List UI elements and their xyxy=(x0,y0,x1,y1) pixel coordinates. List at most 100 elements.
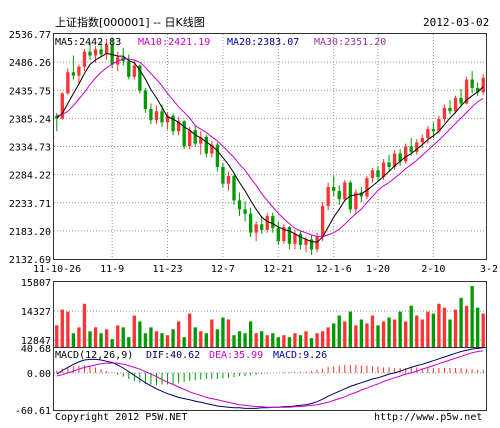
volume-bar xyxy=(365,323,369,347)
candle-down xyxy=(99,49,103,55)
price-y-tick: 2435.75 xyxy=(9,86,51,97)
price-y-tick: 2486.26 xyxy=(9,58,51,69)
candle-up xyxy=(326,186,330,206)
price-y-tick: 2233.71 xyxy=(9,199,51,210)
candle-up xyxy=(199,136,203,144)
candle-up xyxy=(370,170,375,179)
candle-up xyxy=(188,130,192,147)
macd-value-legend: MACD:9.26 xyxy=(273,350,328,361)
candle-up xyxy=(437,119,441,132)
candle-up xyxy=(293,233,297,244)
candle-down xyxy=(182,121,186,147)
footer-url: http://www.p5w.net xyxy=(374,412,483,423)
candle-down xyxy=(143,90,148,110)
volume-bar xyxy=(237,331,242,347)
candle-up xyxy=(320,205,325,238)
volume-bar xyxy=(82,303,87,347)
candle-down xyxy=(160,111,164,123)
candle-up xyxy=(132,65,136,77)
candle-up xyxy=(420,137,424,143)
macd-panel-frame xyxy=(53,347,487,411)
price-x-tick: 1-20 xyxy=(366,264,390,275)
volume-bar xyxy=(348,311,352,347)
volume-bar xyxy=(442,307,447,347)
price-x-tick: 11-10-26 xyxy=(33,264,81,275)
volume-bar xyxy=(332,323,336,347)
candle-down xyxy=(237,200,242,210)
price-x-tick: 11-9 xyxy=(100,264,124,275)
candle-up xyxy=(381,162,386,177)
volume-bar xyxy=(343,321,347,347)
candle-down xyxy=(359,192,364,197)
candle-down xyxy=(398,153,402,162)
volume-bar xyxy=(309,338,314,347)
candle-down xyxy=(138,65,142,91)
volume-bar xyxy=(392,319,397,347)
candle-down xyxy=(431,129,436,132)
price-y-tick: 2132.69 xyxy=(9,255,51,266)
volume-bar xyxy=(415,315,419,347)
candle-up xyxy=(404,146,408,162)
candle-down xyxy=(232,175,236,201)
volume-bar xyxy=(60,309,64,347)
ma5-legend: MA5:2442.83 xyxy=(55,37,122,48)
volume-bar xyxy=(381,321,386,347)
volume-bar xyxy=(165,335,170,347)
price-y-tick: 2183.20 xyxy=(9,227,51,238)
volume-bar xyxy=(143,333,148,347)
volume-bar xyxy=(409,305,413,347)
candle-down xyxy=(271,215,275,229)
price-x-tick: 3-2 xyxy=(480,264,498,275)
volume-bar xyxy=(282,335,286,347)
volume-bar xyxy=(453,309,458,347)
volume-bar xyxy=(55,325,59,347)
candle-down xyxy=(171,115,175,132)
candle-down xyxy=(88,51,92,56)
price-y-tick: 2385.24 xyxy=(9,114,51,125)
dea-legend: DEA:35.99 xyxy=(209,350,264,361)
candle-up xyxy=(82,51,87,67)
volume-bar xyxy=(88,331,92,347)
volume-bar xyxy=(248,321,253,347)
volume-bar xyxy=(243,333,247,347)
volume-bar xyxy=(176,321,181,347)
candle-up xyxy=(365,178,369,197)
candle-down xyxy=(459,97,463,104)
volume-y-tick: 14327 xyxy=(21,307,51,318)
volume-bar xyxy=(226,319,231,347)
candle-up xyxy=(165,115,170,123)
volume-bar xyxy=(160,333,164,347)
volume-bar xyxy=(359,319,364,347)
volume-bar xyxy=(376,325,380,347)
candle-down xyxy=(298,233,303,245)
volume-bar xyxy=(287,337,292,347)
price-x-tick: 12-1-6 xyxy=(316,264,352,275)
volume-bar xyxy=(121,327,125,347)
candle-down xyxy=(476,87,480,93)
volume-bar xyxy=(199,331,203,347)
candle-down xyxy=(149,109,153,121)
candle-up xyxy=(66,72,70,94)
candle-down xyxy=(193,130,197,144)
volume-bar xyxy=(304,331,308,347)
volume-bar xyxy=(320,331,325,347)
volume-bar xyxy=(260,331,264,347)
volume-bar xyxy=(254,333,258,347)
volume-bar xyxy=(93,327,98,347)
ma10-legend: MA10:2421.19 xyxy=(138,37,211,48)
volume-y-tick: 15807 xyxy=(21,278,51,289)
volume-bar xyxy=(470,286,474,347)
volume-bar xyxy=(387,317,391,347)
volume-bar xyxy=(171,329,175,347)
macd-y-tick: 0.00 xyxy=(27,369,51,380)
volume-bar xyxy=(132,315,136,347)
macd-y-tick: -60.61 xyxy=(15,406,51,417)
candle-down xyxy=(127,61,131,77)
candle-down xyxy=(470,79,474,88)
price-y-tick: 2536.77 xyxy=(9,30,51,41)
volume-bar xyxy=(481,313,485,347)
volume-bar xyxy=(138,321,142,347)
candle-up xyxy=(442,107,447,120)
price-x-tick: 12-7 xyxy=(211,264,235,275)
candle-down xyxy=(409,146,413,152)
